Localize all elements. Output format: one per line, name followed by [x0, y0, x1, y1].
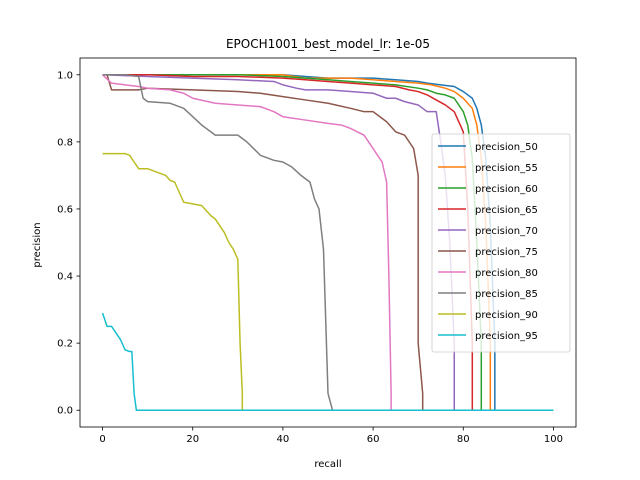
x-tick-label: 60: [367, 434, 380, 445]
y-tick-label: 1.0: [57, 70, 73, 81]
y-tick-label: 0.8: [57, 137, 73, 148]
x-axis-label: recall: [314, 459, 341, 470]
chart-title: EPOCH1001_best_model_lr: 1e-05: [226, 37, 430, 51]
plot-frame: [79, 57, 577, 428]
legend-label-precision-65: precision_65: [475, 205, 538, 216]
legend-label-precision-85: precision_85: [475, 289, 538, 300]
x-tick-label: 100: [544, 434, 563, 445]
series-line-precision-90: [102, 152, 554, 411]
legend-label-precision-90: precision_90: [475, 310, 538, 321]
x-tick-label: 0: [99, 434, 105, 445]
legend: precision_50 precision_55 precision_60prec…: [431, 133, 571, 353]
y-tick-label: 0.2: [57, 339, 73, 350]
plot-area: [101, 74, 554, 411]
legend-label-precision-55: precision_55: [475, 163, 538, 174]
x-tick-label: 40: [277, 434, 290, 445]
series-line-precision-95: [101, 312, 554, 411]
legend-label-precision-75: precision_75: [475, 247, 538, 258]
y-tick-label: 0.4: [57, 272, 73, 283]
series-line-precision-75: [102, 74, 554, 411]
legend-label-precision-50: precision_50: [475, 142, 538, 153]
x-tick-label: 20: [186, 434, 199, 445]
legend-label-precision-95: precision_95: [475, 331, 538, 342]
legend-label-precision-70: precision_70: [475, 226, 538, 237]
y-tick-label: 0.0: [57, 406, 73, 417]
axes: 0 20 40 60 80 100 0.0 0.2 0.4 0.6 0.8 1.0: [57, 57, 577, 445]
x-tick-label: 80: [457, 434, 470, 445]
legend-box: [431, 133, 571, 353]
series-line-precision-85: [102, 74, 554, 411]
series-line-precision-80: [102, 74, 554, 411]
legend-label-precision-80: precision_80: [475, 268, 538, 279]
legend-label-precision-60: precision_60: [475, 184, 538, 195]
y-axis-label: precision: [32, 222, 43, 267]
y-tick-label: 0.6: [57, 204, 73, 215]
